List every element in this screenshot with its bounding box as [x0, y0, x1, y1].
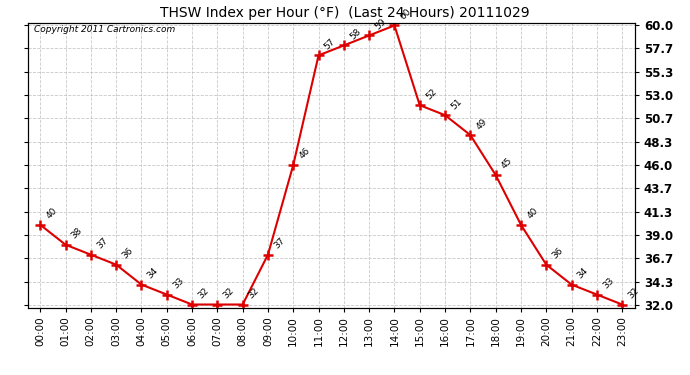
Text: 34: 34 — [146, 266, 160, 280]
Text: 32: 32 — [627, 286, 641, 300]
Text: 60: 60 — [399, 7, 413, 21]
Text: THSW Index per Hour (°F)  (Last 24 Hours) 20111029: THSW Index per Hour (°F) (Last 24 Hours)… — [160, 6, 530, 20]
Text: 32: 32 — [221, 286, 236, 300]
Text: 33: 33 — [601, 276, 615, 290]
Text: 40: 40 — [525, 206, 540, 220]
Text: Copyright 2011 Cartronics.com: Copyright 2011 Cartronics.com — [34, 26, 175, 34]
Text: 37: 37 — [95, 236, 110, 250]
Text: 52: 52 — [424, 87, 438, 101]
Text: 33: 33 — [171, 276, 186, 290]
Text: 46: 46 — [297, 146, 312, 161]
Text: 45: 45 — [500, 156, 514, 171]
Text: 59: 59 — [373, 17, 388, 31]
Text: 51: 51 — [449, 96, 464, 111]
Text: 38: 38 — [70, 226, 84, 240]
Text: 58: 58 — [348, 27, 362, 41]
Text: 36: 36 — [120, 246, 135, 261]
Text: 34: 34 — [575, 266, 590, 280]
Text: 37: 37 — [272, 236, 286, 250]
Text: 57: 57 — [323, 37, 337, 51]
Text: 36: 36 — [551, 246, 565, 261]
Text: 32: 32 — [247, 286, 262, 300]
Text: 49: 49 — [475, 117, 489, 131]
Text: 40: 40 — [44, 206, 59, 220]
Text: 32: 32 — [196, 286, 210, 300]
